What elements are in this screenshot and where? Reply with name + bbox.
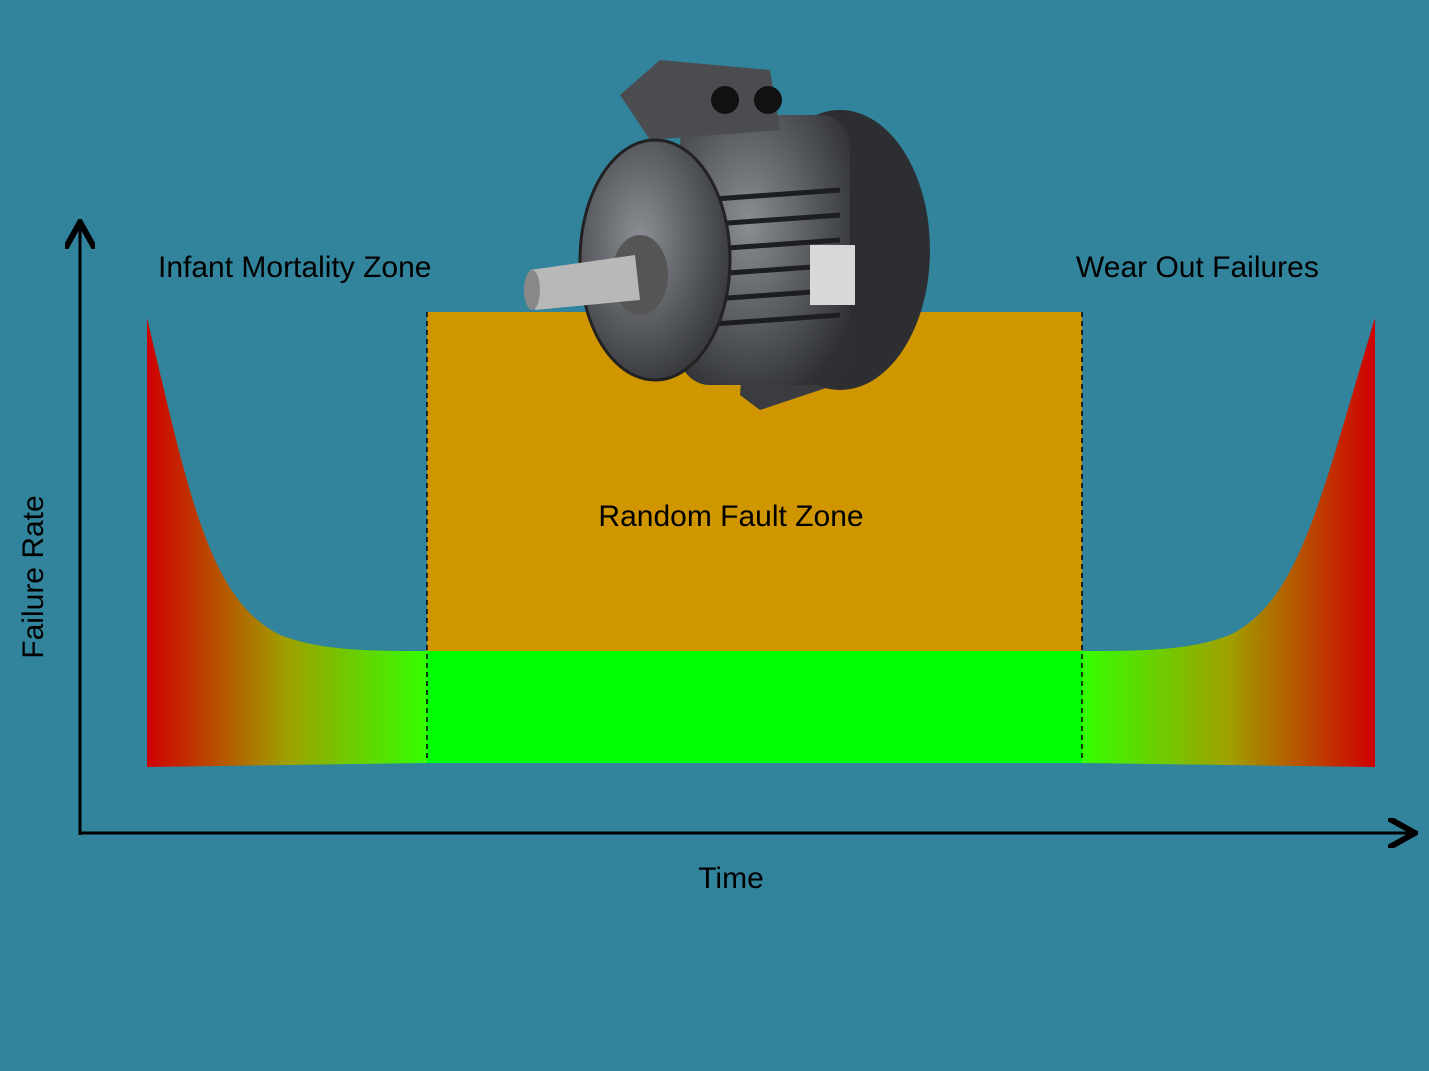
- x-axis-label: Time: [698, 862, 764, 895]
- infant-curve: [147, 318, 427, 767]
- wearout-curve: [1082, 318, 1375, 767]
- zone-label: Random Fault Zone: [598, 500, 863, 533]
- flat-band: [427, 651, 1082, 763]
- y-axis-label: Failure Rate: [17, 495, 50, 658]
- zone-label: Wear Out Failures: [1076, 251, 1319, 284]
- motor-illustration: [524, 60, 930, 410]
- zone-label: Infant Mortality Zone: [158, 251, 431, 284]
